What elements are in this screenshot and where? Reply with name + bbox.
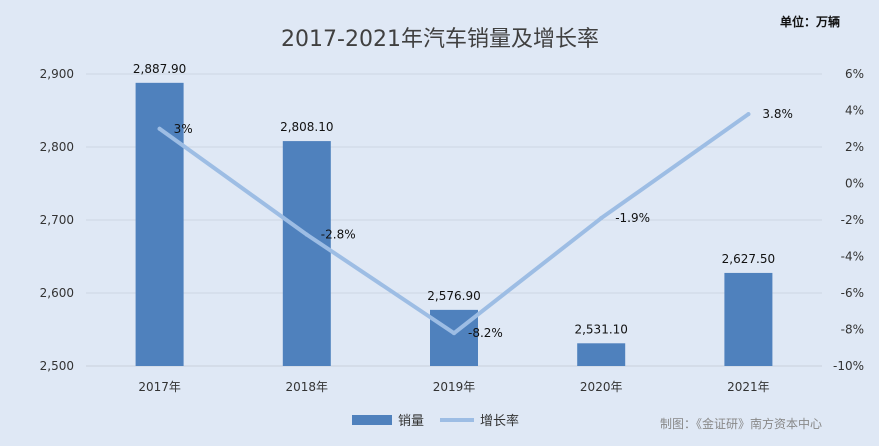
y-right-tick-label: -8%	[841, 323, 864, 337]
legend-label: 销量	[398, 414, 424, 429]
legend-swatch-bar	[352, 415, 392, 425]
bar-value-label: 2,627.50	[722, 252, 775, 266]
y-left-tick-label: 2,500	[40, 359, 74, 373]
legend: 销量 增长率	[352, 413, 519, 429]
y-right-tick-label: -4%	[841, 250, 864, 264]
line-layer	[157, 112, 751, 336]
x-tick-label: 2017年	[138, 380, 181, 394]
axis-layer: 2,500 2,600 2,700 2,800 2,900 -10% -8% -6% -4% -2…	[40, 67, 864, 394]
y-right-tick-label: -10%	[833, 359, 864, 373]
line-point	[304, 232, 309, 237]
line-point	[452, 331, 456, 336]
bar	[724, 272, 773, 366]
x-tick-label: 2020年	[580, 380, 623, 394]
y-right-tick-label: -2%	[841, 213, 864, 227]
y-right-tick-label: 6%	[845, 67, 864, 81]
legend-label: 增长率	[480, 413, 519, 429]
x-tick-label: 2018年	[286, 380, 329, 394]
x-tick-label: 2019年	[433, 380, 476, 394]
line-point	[157, 126, 162, 131]
bar-value-label: 2,531.10	[574, 322, 627, 336]
line-value-label: -1.9%	[615, 211, 650, 225]
line-value-label: -2.8%	[321, 228, 356, 242]
x-tick-label: 2021年	[727, 380, 770, 394]
bar	[282, 141, 331, 366]
y-right-tick-label: 2%	[845, 140, 864, 154]
y-left-tick-label: 2,900	[40, 67, 74, 81]
y-right-tick-label: 4%	[845, 104, 864, 118]
y-right-tick-label: -6%	[841, 286, 864, 300]
bar-value-label: 2,808.10	[280, 120, 333, 134]
bar-layer	[135, 82, 773, 366]
bar-value-label: 2,887.90	[133, 62, 186, 76]
y-left-tick-label: 2,600	[40, 286, 74, 300]
y-left-tick-label: 2,800	[40, 140, 74, 154]
source-note: 制图：《金证研》南方资本中心	[660, 416, 822, 431]
line-value-label: 3%	[174, 122, 193, 136]
y-right-tick-label: 0%	[845, 177, 864, 191]
chart-title: 2017-2021年汽车销量及增长率	[281, 27, 599, 52]
line-point	[599, 216, 604, 221]
bar	[577, 343, 626, 366]
line-value-label: 3.8%	[762, 107, 793, 121]
y-left-tick-label: 2,700	[40, 213, 74, 227]
line-value-label: -8.2%	[468, 326, 503, 340]
unit-label: 单位：万辆	[780, 14, 840, 29]
bar-value-label: 2,576.90	[427, 289, 480, 303]
label-layer: 2,887.90 2,808.10 2,576.90 2,531.10 2,627.50…	[133, 62, 793, 340]
line-point	[746, 112, 751, 117]
